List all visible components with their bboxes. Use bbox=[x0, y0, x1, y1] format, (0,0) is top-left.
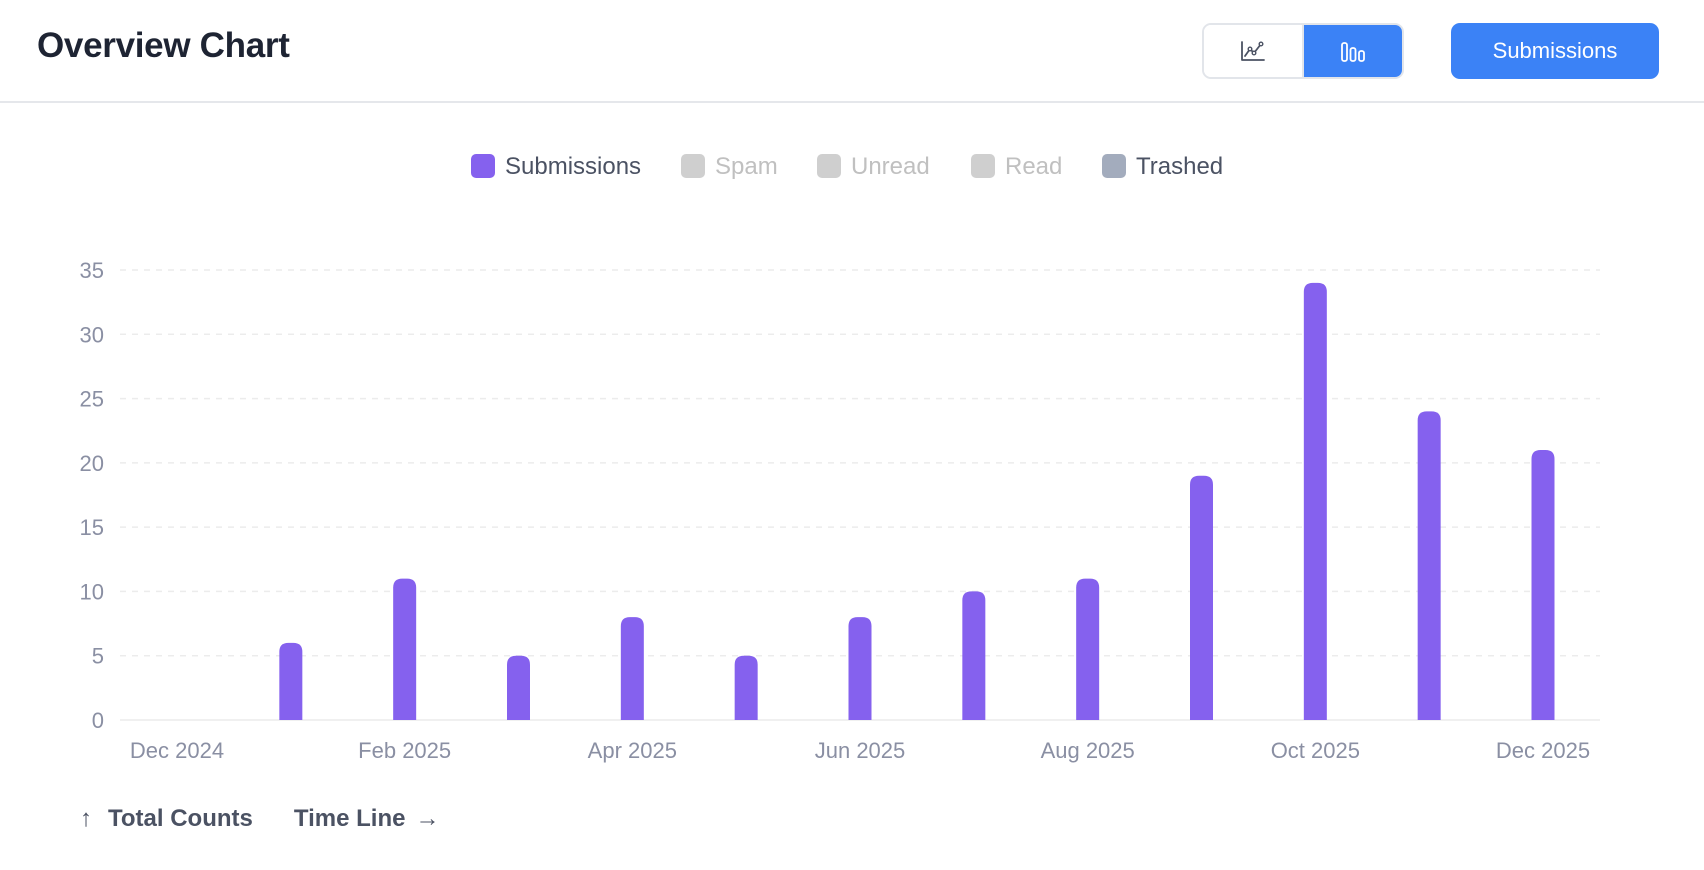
x-axis-label: Time Line bbox=[293, 805, 406, 832]
bar-jan-2025[interactable] bbox=[279, 642, 303, 720]
chart-header: Overview Chart Submissions bbox=[0, 0, 1704, 103]
axis-captions: ↑ Total Counts Time Line → bbox=[80, 805, 439, 833]
bar-apr-2025[interactable] bbox=[620, 617, 644, 720]
chart-bars bbox=[279, 282, 1555, 720]
bar-dec-2025[interactable] bbox=[1531, 450, 1555, 720]
y-tick-label-30: 30 bbox=[80, 322, 104, 347]
y-tick-label-25: 25 bbox=[80, 387, 104, 412]
bar-sep-2025[interactable] bbox=[1190, 475, 1213, 720]
bar-nov-2025[interactable] bbox=[1417, 411, 1441, 720]
legend-swatch-spam bbox=[681, 154, 705, 178]
x-tick-label-oct-2025: Oct 2025 bbox=[1271, 738, 1360, 763]
x-tick-label-dec-2024: Dec 2024 bbox=[130, 738, 224, 763]
y-tick-label-35: 35 bbox=[80, 258, 104, 283]
bar-chart: Submissions Spam Unread Read Trashed 0 5 10 15 2… bbox=[80, 153, 1600, 763]
bar-mar-2025[interactable] bbox=[507, 655, 530, 720]
bar-chart-toggle-button[interactable] bbox=[1304, 25, 1402, 77]
arrow-up-icon: ↑ bbox=[80, 805, 92, 832]
y-axis-caption: ↑ Total Counts bbox=[80, 805, 253, 833]
chart-legend: Submissions Spam Unread Read Trashed bbox=[471, 153, 1223, 180]
bar-may-2025[interactable] bbox=[734, 655, 758, 720]
bar-oct-2025[interactable] bbox=[1303, 282, 1327, 720]
bar-jul-2025[interactable] bbox=[962, 591, 986, 720]
y-tick-label-20: 20 bbox=[80, 451, 104, 476]
x-tick-label-apr-2025: Apr 2025 bbox=[588, 738, 677, 763]
y-axis-ticks: 0 5 10 15 20 25 30 35 bbox=[80, 258, 104, 733]
x-tick-label-dec-2025: Dec 2025 bbox=[1496, 738, 1590, 763]
submissions-button[interactable]: Submissions bbox=[1451, 23, 1659, 79]
bar-jun-2025[interactable] bbox=[848, 617, 872, 720]
x-axis-caption: Time Line → bbox=[294, 805, 440, 833]
x-tick-label-feb-2025: Feb 2025 bbox=[358, 738, 451, 763]
legend-swatch-submissions bbox=[471, 154, 495, 178]
y-tick-label-0: 0 bbox=[92, 708, 104, 733]
legend-swatch-read bbox=[971, 154, 995, 178]
x-axis-ticks: Dec 2024 Feb 2025 Apr 2025 Jun 2025 Aug 2025… bbox=[130, 738, 1590, 763]
bar-chart-icon bbox=[1341, 42, 1365, 62]
x-tick-label-aug-2025: Aug 2025 bbox=[1041, 738, 1135, 763]
legend-item-read[interactable]: Read bbox=[1005, 153, 1062, 180]
legend-swatch-unread bbox=[817, 154, 841, 178]
line-chart-icon bbox=[1241, 41, 1265, 61]
legend-item-spam[interactable]: Spam bbox=[715, 153, 778, 180]
y-tick-label-10: 10 bbox=[80, 579, 104, 604]
bar-feb-2025[interactable] bbox=[393, 578, 417, 720]
bar-aug-2025[interactable] bbox=[1076, 578, 1100, 720]
legend-item-trashed[interactable]: Trashed bbox=[1136, 153, 1223, 180]
page-title: Overview Chart bbox=[37, 26, 290, 65]
arrow-right-icon: → bbox=[415, 805, 440, 832]
legend-item-submissions[interactable]: Submissions bbox=[505, 153, 641, 180]
line-chart-toggle-button[interactable] bbox=[1204, 25, 1304, 77]
x-tick-label-jun-2025: Jun 2025 bbox=[815, 738, 906, 763]
y-axis-label: Total Counts bbox=[108, 805, 253, 832]
y-tick-label-5: 5 bbox=[92, 644, 104, 669]
y-tick-label-15: 15 bbox=[80, 515, 104, 540]
legend-swatch-trashed bbox=[1102, 154, 1126, 178]
chart-view-toggle bbox=[1202, 23, 1404, 79]
legend-item-unread[interactable]: Unread bbox=[851, 153, 930, 180]
